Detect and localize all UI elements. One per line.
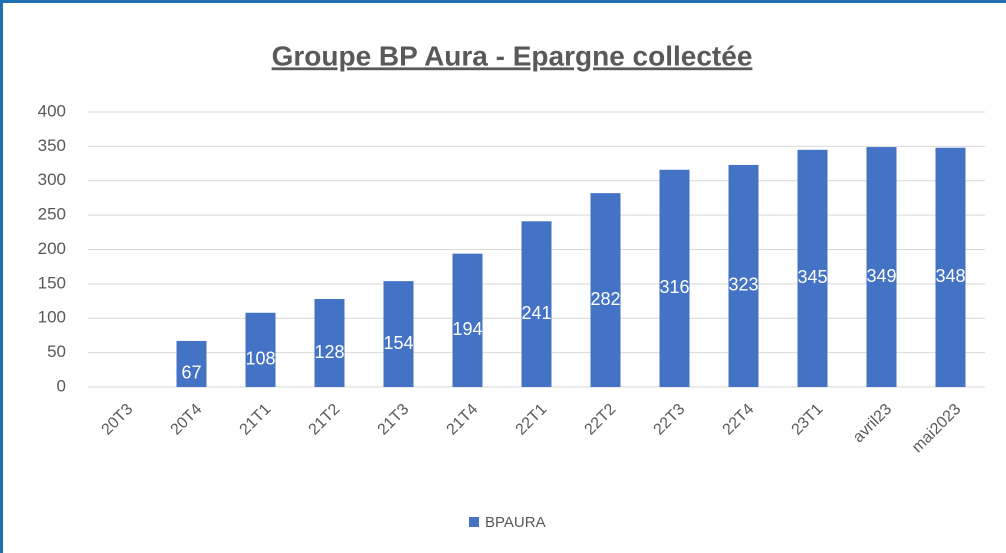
bar [314, 299, 345, 387]
bar [935, 147, 966, 387]
y-tick-label: 350 [38, 136, 66, 155]
bar [383, 281, 414, 387]
data-label: 345 [797, 267, 827, 287]
data-label: 194 [452, 319, 482, 339]
data-label: 128 [314, 342, 344, 362]
y-tick-label: 50 [47, 342, 66, 361]
y-tick-label: 200 [38, 239, 66, 258]
y-tick-label: 100 [38, 308, 66, 327]
data-label: 67 [181, 363, 201, 383]
bar [797, 149, 828, 387]
bar [452, 253, 483, 387]
y-tick-label: 300 [38, 170, 66, 189]
data-label: 108 [245, 349, 275, 369]
y-tick-label: 250 [38, 205, 66, 224]
data-label: 0 [117, 386, 127, 406]
chart-title: Groupe BP Aura - Epargne collectée [272, 40, 753, 71]
data-label: 348 [935, 266, 965, 286]
data-label: 154 [383, 333, 413, 353]
legend-label: BPAURA [485, 514, 546, 531]
bar [245, 312, 276, 387]
bar [728, 164, 759, 387]
data-label: 349 [866, 266, 896, 286]
bar [176, 340, 207, 387]
legend-swatch [469, 517, 479, 527]
bar [521, 221, 552, 387]
y-tick-label: 0 [57, 376, 66, 395]
data-label: 241 [521, 303, 551, 323]
y-tick-label: 150 [38, 273, 66, 292]
y-tick-label: 400 [38, 101, 66, 120]
data-label: 282 [590, 289, 620, 309]
data-label: 323 [728, 275, 758, 295]
data-label: 316 [659, 277, 689, 297]
bar [866, 147, 897, 387]
bar [659, 169, 690, 387]
bar [590, 193, 621, 387]
